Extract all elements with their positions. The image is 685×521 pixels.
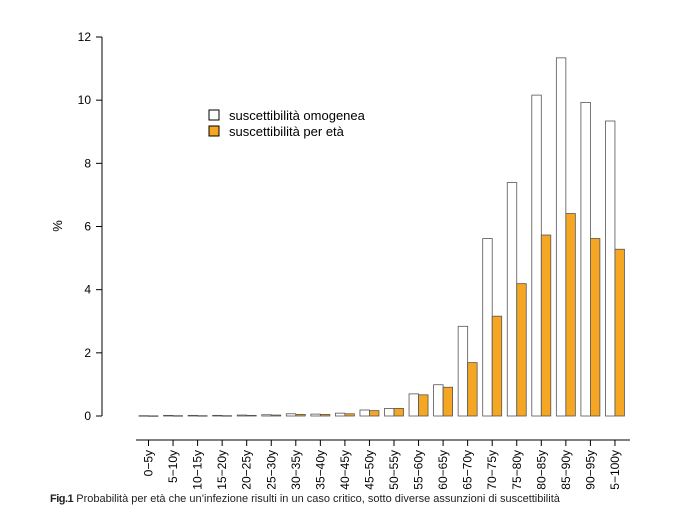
x-tick-label: 10−15y <box>191 450 205 490</box>
y-ticks: 0 2 4 6 8 10 12 <box>78 30 102 423</box>
bar-homogeneous-30-35y <box>285 413 297 417</box>
bar-age-90-95y <box>590 238 601 417</box>
bar-age-85-90y <box>565 213 576 417</box>
x-tick-label: 35−40y <box>313 450 327 490</box>
bar-homogeneous-45-50y <box>359 409 370 417</box>
y-axis-label: % <box>50 220 65 232</box>
x-tick-label: 65−70y <box>461 450 475 490</box>
bar-age-25-30y <box>270 414 282 417</box>
bar-age-15-20y <box>221 415 233 417</box>
bar-homogeneous-20-25y <box>236 414 248 417</box>
x-tick-label: 85−90y <box>559 450 573 490</box>
x-tick-label: 90−95y <box>583 450 597 490</box>
x-tick-label: 45−50y <box>362 450 376 490</box>
x-tick-label: 70−75y <box>485 450 499 490</box>
bar-age-20-25y <box>246 414 257 417</box>
x-tick-label: 40−45y <box>338 450 352 490</box>
y-tick-label: 2 <box>84 346 91 360</box>
legend-swatch-age <box>208 125 220 137</box>
bar-homogeneous-0-5y <box>138 415 149 417</box>
bar-homogeneous-40-45y <box>334 412 346 417</box>
bar-age-5-10y <box>172 415 183 417</box>
bar-homogeneous-85-90y <box>555 57 567 417</box>
x-tick-label: 55−60y <box>412 450 426 490</box>
bar-age-40-45y <box>344 413 355 417</box>
x-tick-label: 25−30y <box>264 450 278 490</box>
bar-age-65-70y <box>467 362 478 417</box>
legend-swatch-homogeneous <box>208 109 220 121</box>
legend-label-age: suscettibilità per età <box>229 124 345 139</box>
bar-age-55-60y <box>418 394 429 417</box>
bar-homogeneous-75-80y <box>506 182 518 417</box>
x-tick-label: 0−5y <box>142 450 156 476</box>
y-tick-label: 4 <box>84 283 91 297</box>
x-tick-label: 80−85y <box>534 450 548 490</box>
bar-homogeneous-35-40y <box>310 413 321 417</box>
y-tick-label: 12 <box>78 30 92 44</box>
bar-homogeneous-70-75y <box>482 238 493 417</box>
y-tick-label: 6 <box>84 220 91 234</box>
bar-age-35-40y <box>319 414 331 417</box>
bar-age-0-5y <box>148 415 159 417</box>
bar-homogeneous-50-55y <box>384 408 395 417</box>
y-tick-label: 10 <box>78 93 92 107</box>
bar-homogeneous-25-30y <box>261 414 272 417</box>
bar-age-10-15y <box>197 415 208 417</box>
bar-homogeneous-15-20y <box>212 414 223 417</box>
x-ticks: 0−5y 5−10y 10−15y 15−20y 20−25y 25−30y 30−35y 3… <box>142 440 622 490</box>
legend-label-homogeneous: suscettibilità omogenea <box>229 108 366 123</box>
figure-caption: Fig.1 Probabilità per età che un’infezio… <box>50 493 560 505</box>
bar-homogeneous-10-15y <box>187 414 199 417</box>
bar-age-30-35y <box>295 414 306 417</box>
legend: suscettibilità omogenea suscettibilità p… <box>208 108 366 139</box>
bar-homogeneous-5-10y <box>163 414 174 417</box>
bar-age-95-100y <box>614 248 625 417</box>
bar-homogeneous-60-65y <box>433 384 444 417</box>
bar-homogeneous-90-95y <box>580 101 591 417</box>
x-tick-label: 60−65y <box>436 450 450 490</box>
bar-homogeneous-65-70y <box>457 325 469 417</box>
figure-label: Fig.1 <box>50 493 74 505</box>
bar-age-80-85y <box>540 234 552 417</box>
bar-homogeneous-55-60y <box>408 393 419 417</box>
x-tick-label: 95−100y <box>608 450 622 490</box>
bar-age-70-75y <box>491 315 503 417</box>
bar-age-50-55y <box>393 408 404 417</box>
x-tick-label: 5−10y <box>166 450 180 483</box>
bar-age-75-80y <box>516 283 527 417</box>
bars <box>138 57 625 417</box>
bar-age-45-50y <box>369 410 380 417</box>
x-tick-label: 75−80y <box>510 450 524 490</box>
x-tick-label: 20−25y <box>240 450 254 490</box>
bar-homogeneous-80-85y <box>531 94 542 417</box>
x-tick-label: 50−55y <box>387 450 401 490</box>
bar-age-60-65y <box>442 386 454 417</box>
y-tick-label: 8 <box>84 156 91 170</box>
y-tick-label: 0 <box>84 409 91 423</box>
figure-caption-text: Probabilità per età che un’infezione ris… <box>73 493 560 505</box>
x-tick-label: 15−20y <box>215 450 229 490</box>
bar-chart: 0 2 4 6 8 10 12 0−5y 5−10y 10−15y 15−20y 20−25y 25−… <box>50 30 630 490</box>
x-tick-label: 30−35y <box>289 450 303 490</box>
bar-homogeneous-95-100y <box>605 120 616 417</box>
